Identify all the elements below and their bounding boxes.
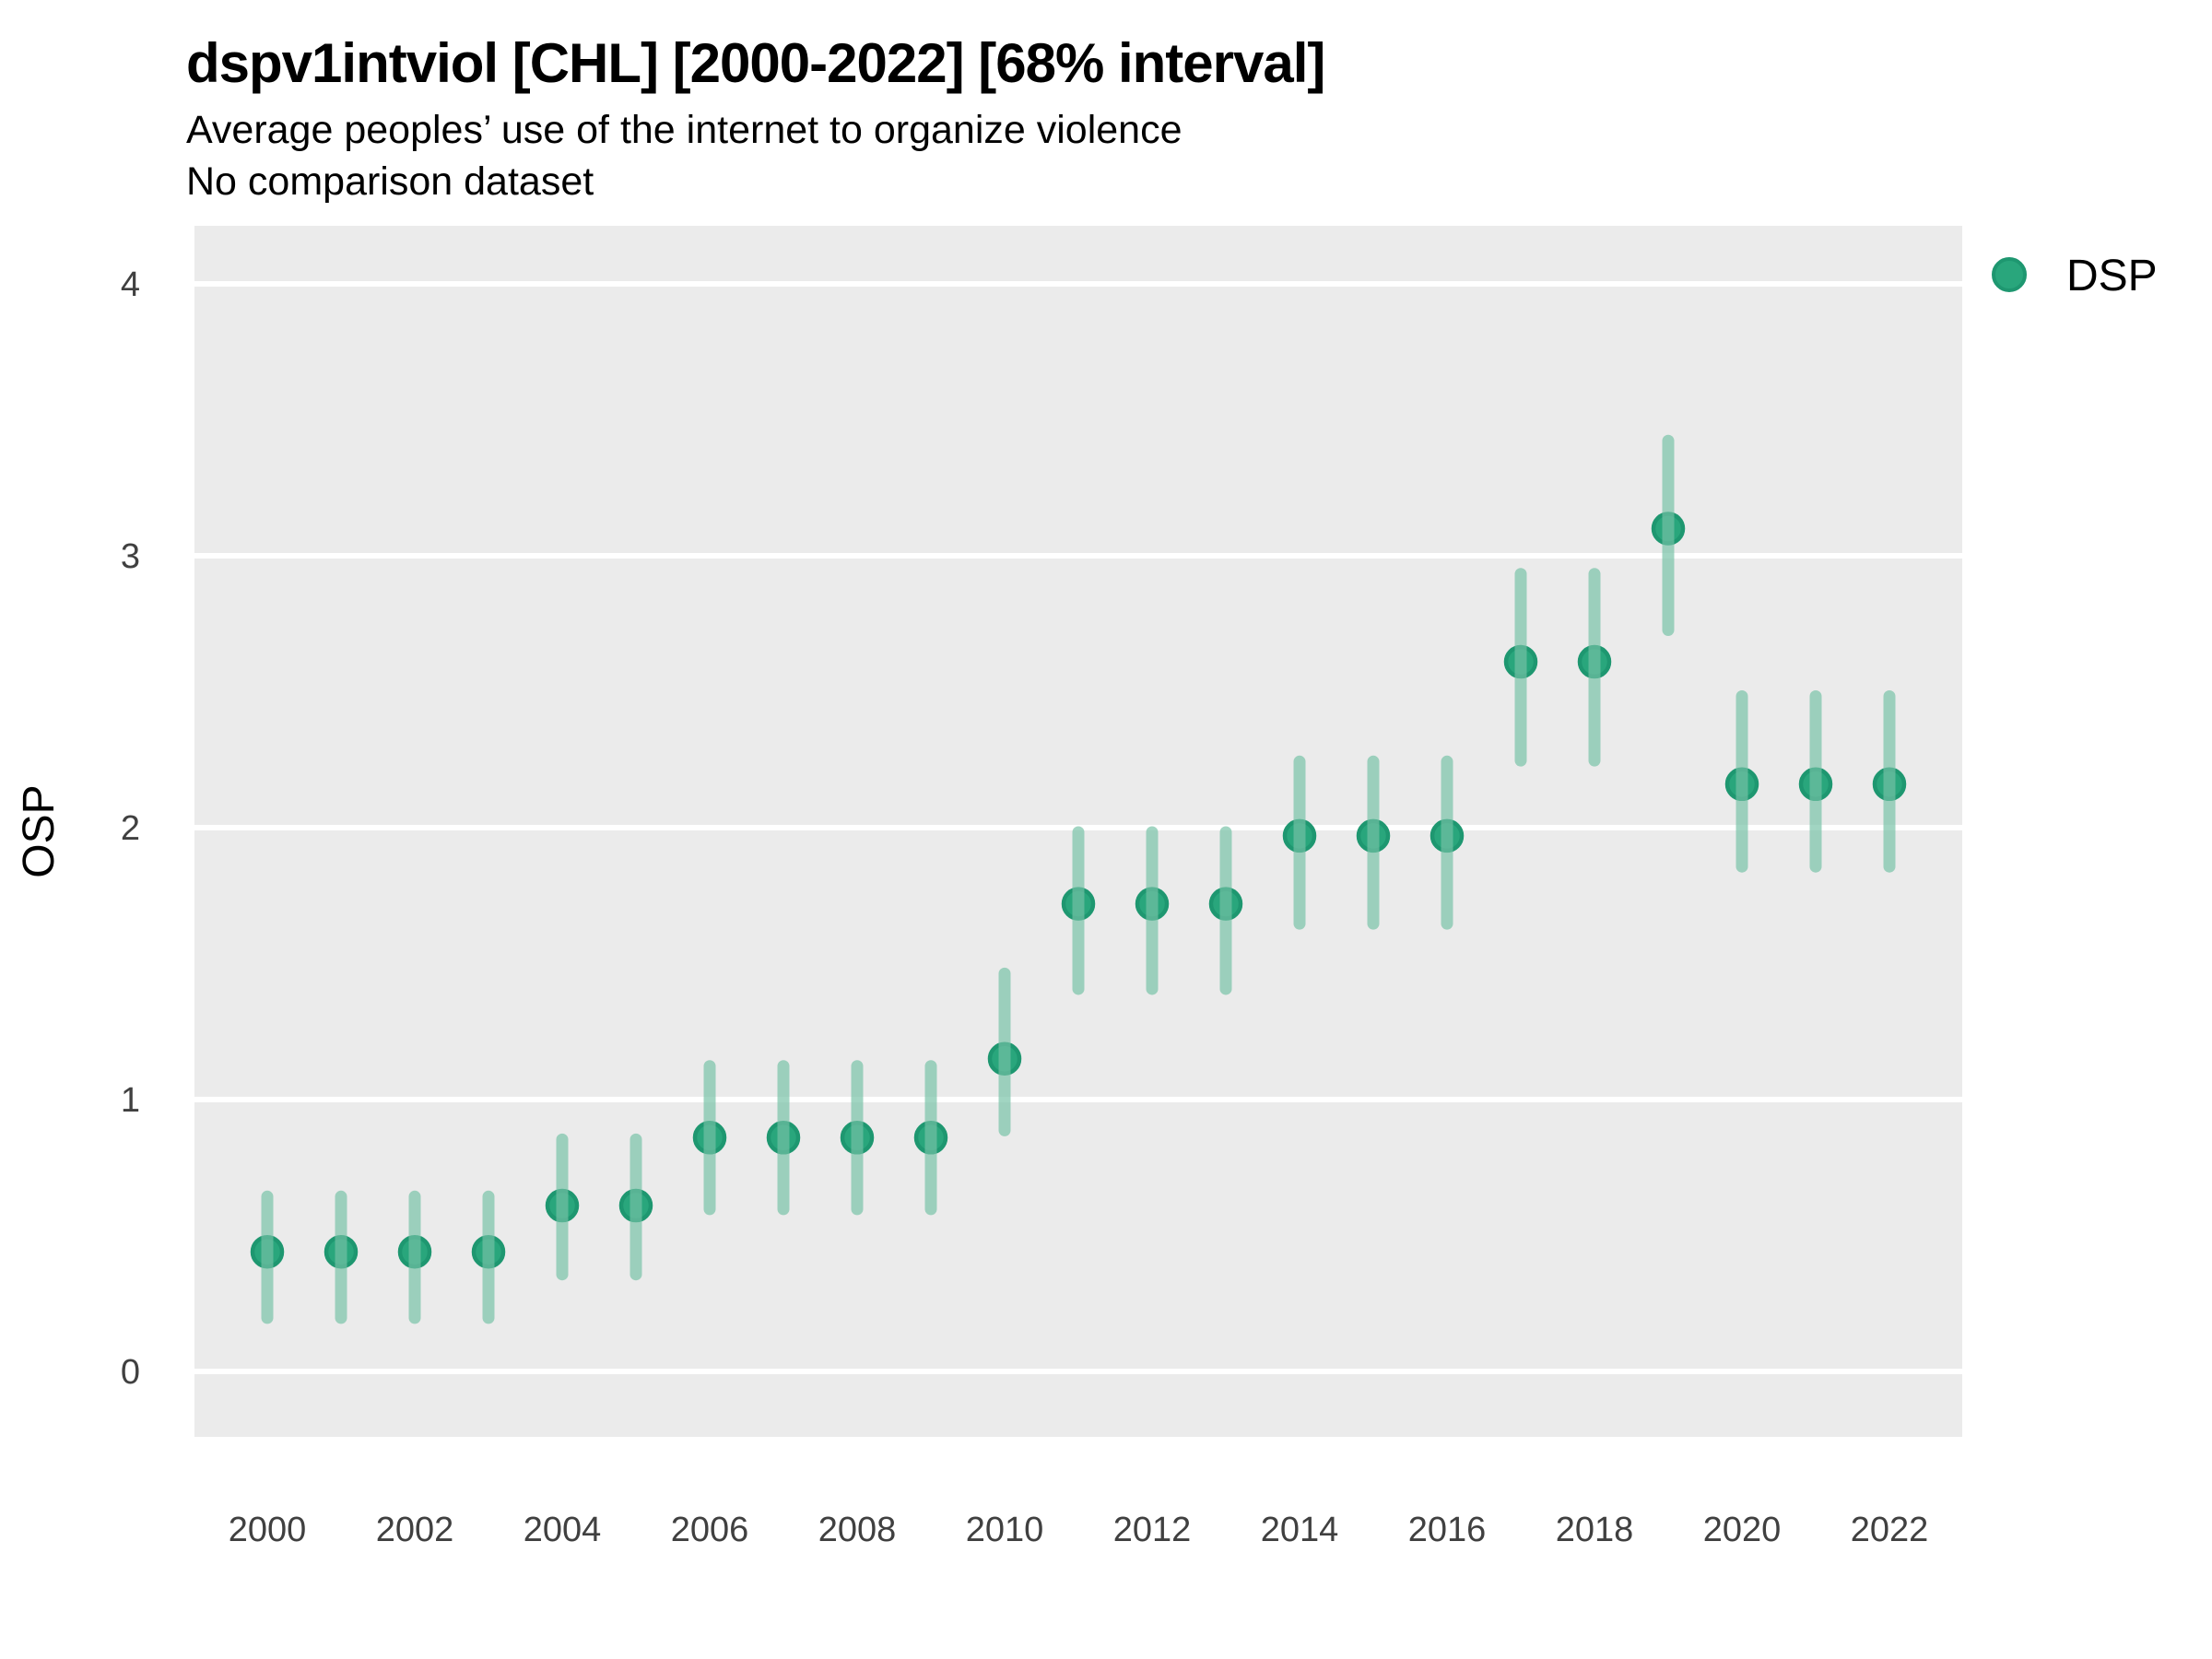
x-tick-label-2006: 2006 bbox=[671, 1511, 749, 1549]
chart-subtitle: Average peoples’ use of the internet to … bbox=[186, 104, 1182, 207]
chart-subtitle-line1: Average peoples’ use of the internet to … bbox=[186, 108, 1182, 152]
interval-bars bbox=[261, 434, 1896, 1324]
x-tick-label-2014: 2014 bbox=[1261, 1511, 1339, 1549]
y-axis-title: OSP bbox=[15, 784, 64, 877]
x-tick-label-2008: 2008 bbox=[818, 1511, 897, 1549]
x-tick-label-2016: 2016 bbox=[1408, 1511, 1487, 1549]
y-axis-tick-labels: 0 1 2 3 4 bbox=[121, 265, 140, 1392]
x-tick-label-2010: 2010 bbox=[966, 1511, 1044, 1549]
x-tick-label-2022: 2022 bbox=[1851, 1511, 1929, 1549]
y-tick-label-2: 2 bbox=[121, 809, 140, 848]
y-tick-label-3: 3 bbox=[121, 537, 140, 576]
chart-title: dspv1intviol [CHL] [2000-2022] [68% inte… bbox=[186, 32, 1325, 94]
legend-point-icon bbox=[1992, 257, 2027, 292]
x-tick-label-2000: 2000 bbox=[229, 1511, 307, 1549]
x-axis-tick-labels: 2000 2002 2004 2006 2008 2010 2012 2014 2016 2018… bbox=[229, 1511, 1929, 1549]
y-tick-label-4: 4 bbox=[121, 265, 140, 304]
x-tick-label-2012: 2012 bbox=[1113, 1511, 1192, 1549]
chart-subtitle-line2: No comparison dataset bbox=[186, 159, 594, 204]
x-tick-label-2020: 2020 bbox=[1703, 1511, 1782, 1549]
legend: DSP bbox=[1992, 252, 2158, 300]
x-tick-label-2018: 2018 bbox=[1556, 1511, 1634, 1549]
y-tick-label-1: 1 bbox=[121, 1081, 140, 1120]
gridlines bbox=[194, 281, 1962, 1374]
y-tick-label-0: 0 bbox=[121, 1353, 140, 1392]
legend-label: DSP bbox=[2066, 252, 2158, 300]
x-tick-label-2004: 2004 bbox=[524, 1511, 602, 1549]
x-tick-label-2002: 2002 bbox=[376, 1511, 454, 1549]
